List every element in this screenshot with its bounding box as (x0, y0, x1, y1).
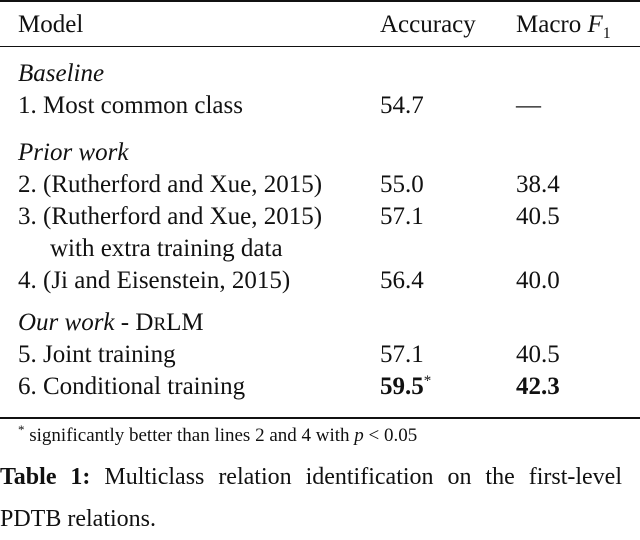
row-6-accuracy: 59.5* (380, 372, 431, 402)
row-5-accuracy: 57.1 (380, 341, 424, 368)
row-3-macro: 40.5 (516, 203, 560, 230)
section-title-prior-work: Prior work (18, 139, 129, 166)
row-6-model: 6. Conditional training (18, 373, 246, 400)
our-work-dash: - (114, 309, 136, 336)
section-title-baseline: Baseline (18, 60, 105, 87)
row-3-accuracy: 57.1 (380, 203, 424, 230)
header-macro-f: F (587, 11, 603, 38)
drlm-lm: LM (166, 309, 204, 336)
footnote-text: significantly better than lines 2 and 4 … (24, 425, 355, 446)
header-macro-prefix: Macro (516, 11, 588, 38)
row-1-model: 1. Most common class (18, 92, 243, 119)
row-1-macro: — (516, 92, 541, 119)
row-6-accuracy-value: 59.5 (380, 373, 424, 400)
table-top-rule (0, 0, 640, 2)
row-2-accuracy: 55.0 (380, 171, 424, 198)
header-macro-sub: 1 (602, 25, 611, 42)
table-caption: Table 1: Multiclass relation identificat… (0, 456, 622, 540)
row-2-macro: 38.4 (516, 171, 560, 198)
header-rule (0, 46, 640, 47)
footnote-math-p: p (354, 425, 364, 446)
header-model: Model (18, 11, 84, 38)
caption-label: Table 1: (0, 464, 91, 490)
table-bottom-rule (0, 417, 640, 419)
header-macro-f1: Macro F1 (516, 10, 611, 49)
row-4-macro: 40.0 (516, 267, 560, 294)
drlm-d: D (135, 309, 154, 336)
row-4-accuracy: 56.4 (380, 267, 424, 294)
row-3-model: 3. (Rutherford and Xue, 2015) (18, 203, 323, 230)
our-work-label: Our work (18, 309, 115, 336)
row-5-model: 5. Joint training (18, 341, 176, 368)
section-title-our-work: Our work - DRLM (18, 308, 204, 340)
row-1-accuracy: 54.7 (380, 92, 424, 119)
drlm-r: R (153, 314, 167, 335)
row-4-model: 4. (Ji and Eisenstein, 2015) (18, 267, 291, 294)
row-3-model-line2: with extra training data (50, 235, 283, 262)
table-footnote: * significantly better than lines 2 and … (18, 423, 417, 449)
significance-mark: * (423, 373, 432, 389)
caption-text: Multiclass relation identification on th… (0, 464, 622, 532)
row-2-model: 2. (Rutherford and Xue, 2015) (18, 171, 323, 198)
header-accuracy: Accuracy (380, 11, 476, 38)
footnote-math-rest: < 0.05 (363, 425, 418, 446)
footnote-mark: * (18, 422, 25, 437)
row-5-macro: 40.5 (516, 341, 560, 368)
row-6-macro: 42.3 (516, 373, 560, 400)
